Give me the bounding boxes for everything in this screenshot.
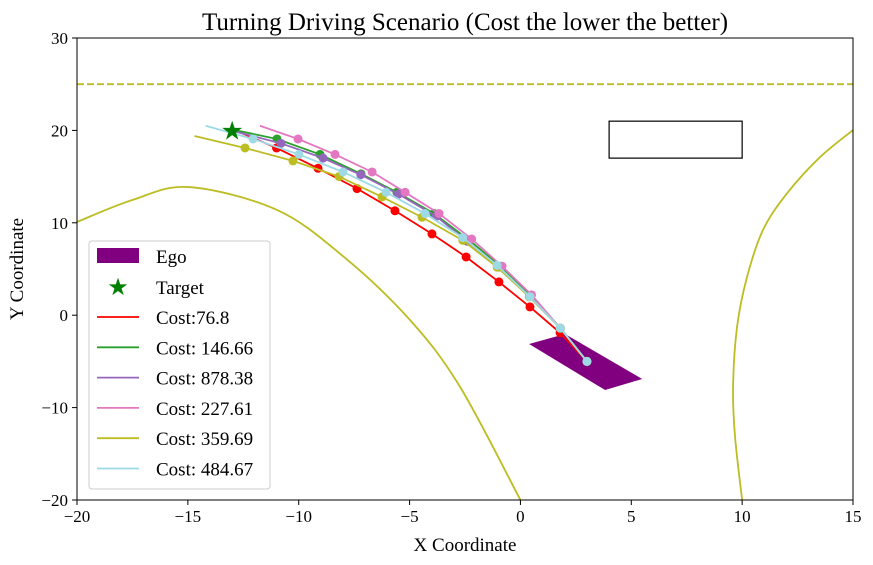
series-line-0 xyxy=(232,128,588,363)
plot-area: ★ xyxy=(77,83,853,500)
series-2-point xyxy=(276,138,286,148)
y-tick-label: 0 xyxy=(60,306,69,325)
x-tick-label: −15 xyxy=(175,507,202,526)
series-0 xyxy=(232,128,592,366)
series-1 xyxy=(232,128,592,366)
legend-target-star-icon: ★ xyxy=(107,275,129,301)
y-axis-label: Y Coordinate xyxy=(7,218,28,320)
series-3-point xyxy=(400,187,410,197)
series-4-point xyxy=(288,156,298,166)
series-5-point xyxy=(525,292,535,302)
series-3-point xyxy=(434,209,444,219)
legend-label-0: Cost:76.8 xyxy=(156,308,229,329)
series-2-point xyxy=(356,170,366,180)
series-5-point xyxy=(492,260,502,270)
y-tick-label: 20 xyxy=(51,121,68,140)
series-line-2 xyxy=(234,130,588,362)
legend: Ego ★ Target Cost:76.8 Cost: 146.66 Cost: … xyxy=(88,240,271,490)
x-tick-label: −10 xyxy=(285,507,312,526)
obstacle-rect xyxy=(608,120,743,159)
x-tick-label: 0 xyxy=(516,507,525,526)
x-tick-label: −20 xyxy=(64,507,91,526)
series-5-point xyxy=(338,167,348,177)
series-5-point xyxy=(381,187,391,197)
x-axis-label: X Coordinate xyxy=(414,535,517,556)
x-tick-label: 5 xyxy=(627,507,636,526)
series-5-point xyxy=(555,323,565,333)
legend-target-label: Target xyxy=(156,278,205,299)
series-3 xyxy=(259,124,592,366)
x-tick-label: −5 xyxy=(401,507,419,526)
road-boundary-curve-0 xyxy=(77,185,522,500)
series-0-point xyxy=(525,302,535,312)
series-0-point xyxy=(427,229,437,239)
road-boundary-curve-1 xyxy=(732,129,853,500)
x-tick-label: 10 xyxy=(734,507,751,526)
series-line-1 xyxy=(232,128,588,362)
legend-label-2: Cost: 878.38 xyxy=(156,369,253,390)
series-0-point xyxy=(390,206,400,216)
series-2-point xyxy=(318,153,328,163)
series-5-point xyxy=(458,233,468,243)
y-tick-label: −20 xyxy=(41,491,68,510)
series-5 xyxy=(205,124,592,366)
chart-title: Turning Driving Scenario (Cost the lower… xyxy=(202,9,728,36)
series-5-point xyxy=(420,209,430,219)
plot-frame xyxy=(76,37,854,501)
legend-label-1: Cost: 146.66 xyxy=(156,338,253,359)
y-axis-ticks: −20 −10 0 10 20 30 xyxy=(41,29,77,510)
y-tick-label: 10 xyxy=(51,214,68,233)
series-3-point xyxy=(293,134,303,144)
series-5-point xyxy=(582,356,592,366)
plot-content: ★ xyxy=(77,83,853,500)
legend-series: Cost:76.8 Cost: 146.66 Cost: 878.38 Cost: 2… xyxy=(97,308,253,481)
y-tick-label: −10 xyxy=(41,399,68,418)
legend-label-4: Cost: 359.69 xyxy=(156,429,253,450)
series-3-point xyxy=(330,149,340,159)
legend-frame xyxy=(88,240,271,490)
legend-label-3: Cost: 227.61 xyxy=(156,399,253,420)
target-star-icon: ★ xyxy=(221,116,244,145)
series-5-point xyxy=(248,134,258,144)
series-0-point xyxy=(461,252,471,262)
legend-ego-label: Ego xyxy=(156,247,187,268)
series-2 xyxy=(234,130,592,366)
series-5-point xyxy=(294,149,304,159)
x-axis-ticks: −20 −15 −10 −5 0 5 10 15 xyxy=(64,500,862,526)
series-line-3 xyxy=(259,124,588,362)
series-3-point xyxy=(367,167,377,177)
series-3-point xyxy=(467,234,477,244)
legend-label-5: Cost: 484.67 xyxy=(156,460,253,481)
series-4-point xyxy=(240,143,250,153)
y-tick-label: 30 xyxy=(51,29,68,48)
legend-ego-swatch xyxy=(97,248,139,263)
x-tick-label: 15 xyxy=(845,507,862,526)
series-0-point xyxy=(494,277,504,287)
